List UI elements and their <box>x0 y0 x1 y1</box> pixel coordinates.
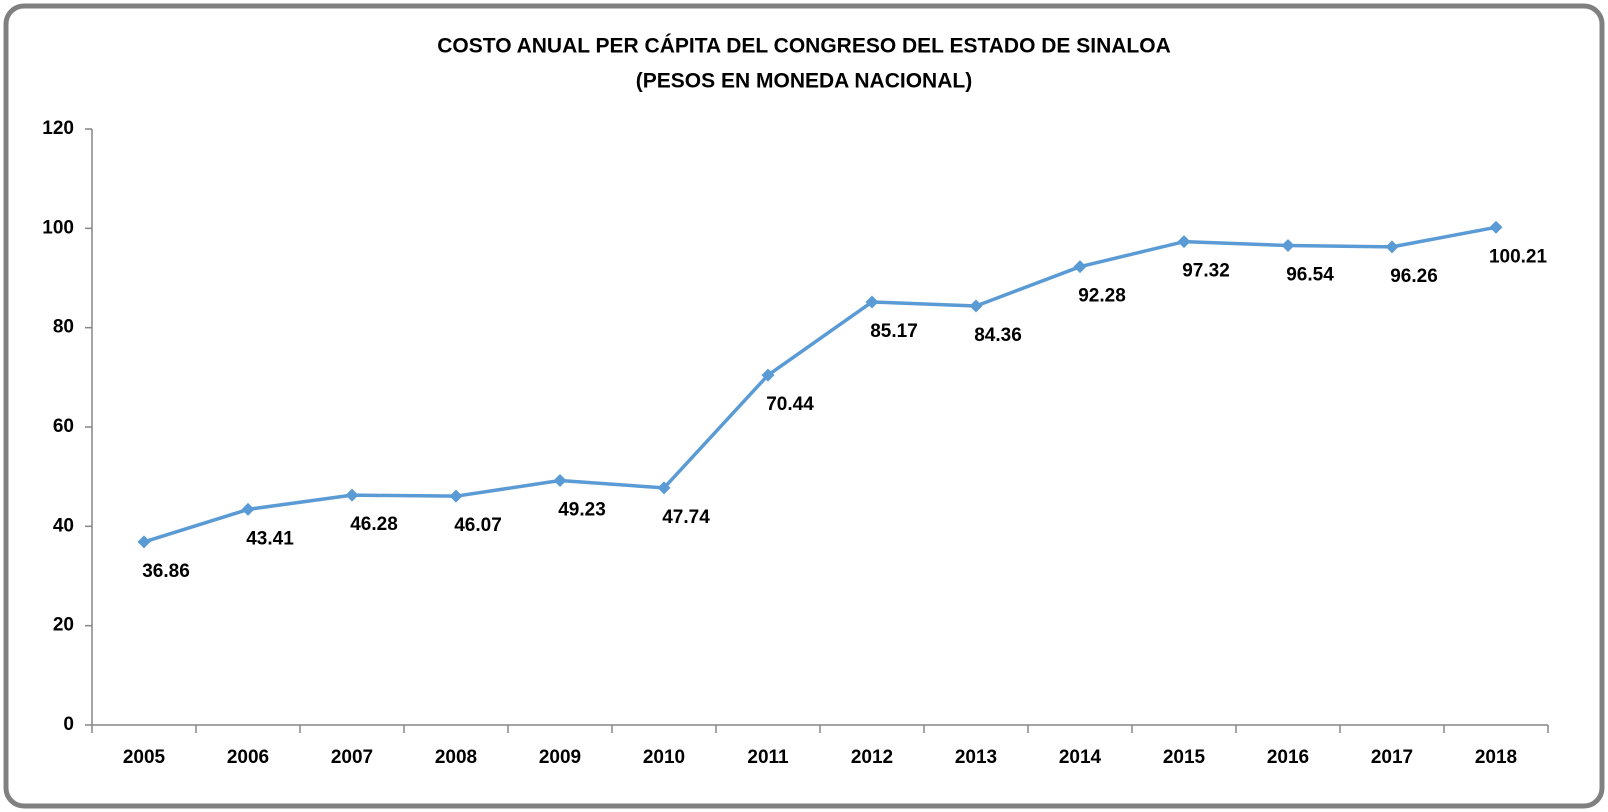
x-tick-label: 2018 <box>1475 747 1517 768</box>
chart-border <box>3 3 1605 809</box>
marker <box>137 535 151 549</box>
data-label: 46.07 <box>454 515 502 536</box>
marker <box>1385 240 1399 254</box>
data-label: 46.28 <box>350 514 398 535</box>
chart-subtitle: (PESOS EN MONEDA NACIONAL) <box>636 70 972 93</box>
data-label: 70.44 <box>766 394 814 415</box>
marker <box>241 502 255 516</box>
x-tick-label: 2007 <box>331 747 373 768</box>
y-tick-label: 20 <box>53 615 74 636</box>
data-label: 36.86 <box>142 561 190 582</box>
data-label: 49.23 <box>558 500 606 521</box>
chart-title: COSTO ANUAL PER CÁPITA DEL CONGRESO DEL … <box>437 35 1171 58</box>
y-tick-label: 40 <box>53 515 74 536</box>
line <box>143 225 1497 544</box>
y-tick-label: 0 <box>63 714 74 735</box>
y-tick-label: 60 <box>53 416 74 437</box>
data-label: 43.41 <box>246 528 294 549</box>
marker <box>1177 235 1191 249</box>
marker <box>553 473 567 487</box>
marker <box>1489 220 1503 234</box>
x-tick-label: 2009 <box>539 747 581 768</box>
marker <box>969 299 983 313</box>
data-label: 96.54 <box>1286 265 1334 286</box>
marker <box>345 488 359 502</box>
marker <box>761 368 775 382</box>
x-tick-label: 2005 <box>123 747 166 768</box>
data-label: 47.74 <box>662 507 710 528</box>
y-tick-label: 80 <box>53 317 74 338</box>
data-label: 100.21 <box>1489 246 1548 267</box>
x-tick-label: 2008 <box>435 747 477 768</box>
data-label: 85.17 <box>870 321 918 342</box>
marker <box>657 481 671 495</box>
x-tick-label: 2011 <box>747 747 789 768</box>
y-tick-label: 100 <box>42 217 74 238</box>
y-tick-label: 120 <box>42 118 74 139</box>
data-label: 84.36 <box>974 325 1022 346</box>
x-tick-label: 2017 <box>1371 747 1413 768</box>
x-tick-label: 2010 <box>643 747 685 768</box>
data-label: 97.32 <box>1182 261 1230 282</box>
x-tick-label: 2012 <box>851 747 893 768</box>
data-label: 96.26 <box>1390 266 1438 287</box>
marker <box>449 489 463 503</box>
x-tick-label: 2013 <box>955 747 997 768</box>
data-label: 92.28 <box>1078 286 1126 307</box>
x-tick-label: 2014 <box>1059 747 1102 768</box>
marker <box>865 295 879 309</box>
x-tick-label: 2006 <box>227 747 269 768</box>
marker <box>1281 239 1295 253</box>
x-tick-label: 2015 <box>1163 747 1206 768</box>
x-tick-label: 2016 <box>1267 747 1309 768</box>
marker <box>1073 260 1087 274</box>
